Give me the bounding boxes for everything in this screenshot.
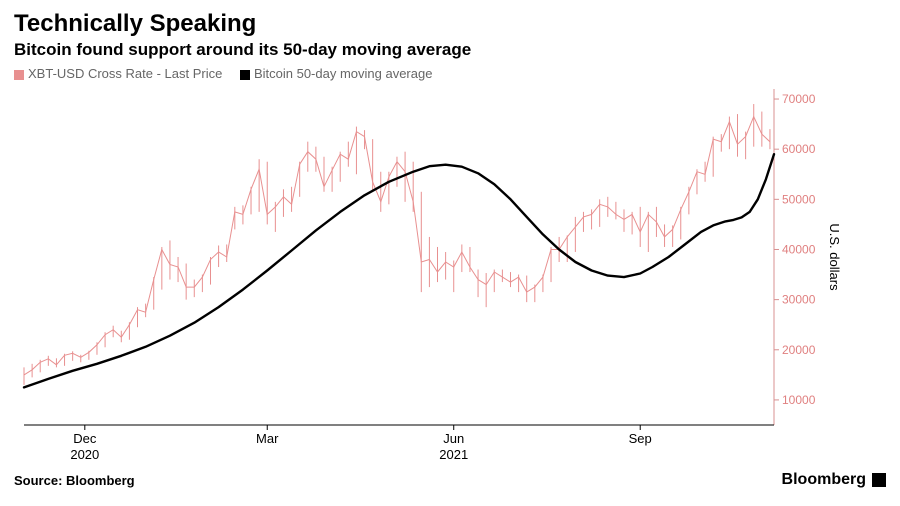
svg-text:2021: 2021 (439, 447, 468, 462)
brand-logo-icon (872, 473, 886, 487)
svg-text:2020: 2020 (70, 447, 99, 462)
chart-title: Technically Speaking (14, 10, 886, 38)
svg-text:10000: 10000 (782, 393, 816, 407)
legend-label-price: XBT-USD Cross Rate - Last Price (28, 66, 222, 81)
legend-swatch-price (14, 70, 24, 80)
svg-text:40000: 40000 (782, 242, 816, 256)
svg-text:20000: 20000 (782, 343, 816, 357)
svg-text:Jun: Jun (443, 431, 464, 446)
svg-text:U.S. dollars: U.S. dollars (827, 223, 842, 291)
chart-area: 10000 20000 30000 40000 50000 60000 70000 U.S. … (14, 85, 886, 465)
legend-label-ma50: Bitcoin 50-day moving average (254, 66, 433, 81)
svg-text:60000: 60000 (782, 142, 816, 156)
svg-text:50000: 50000 (782, 192, 816, 206)
brand-text: Bloomberg (782, 471, 866, 489)
legend-swatch-ma50 (240, 70, 250, 80)
chart-subtitle: Bitcoin found support around its 50-day … (14, 40, 886, 60)
svg-text:Dec: Dec (73, 431, 97, 446)
svg-text:30000: 30000 (782, 293, 816, 307)
svg-text:Sep: Sep (629, 431, 652, 446)
svg-text:70000: 70000 (782, 92, 816, 106)
source-text: Source: Bloomberg (14, 473, 135, 488)
svg-text:Mar: Mar (256, 431, 279, 446)
chart-legend: XBT-USD Cross Rate - Last Price Bitcoin … (14, 66, 886, 81)
